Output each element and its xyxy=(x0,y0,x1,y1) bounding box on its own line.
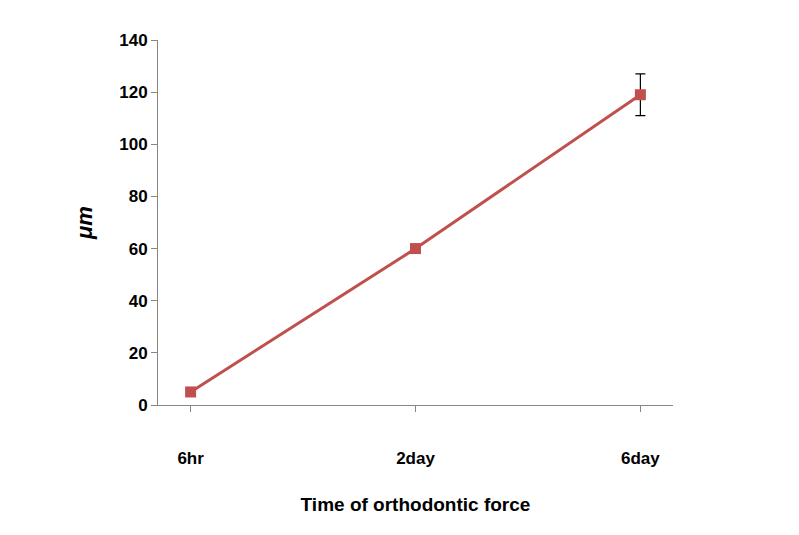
svg-text:80: 80 xyxy=(129,187,148,206)
svg-text:μm: μm xyxy=(72,206,97,240)
svg-text:140: 140 xyxy=(119,31,147,50)
svg-text:60: 60 xyxy=(129,240,148,259)
svg-text:40: 40 xyxy=(129,292,148,311)
svg-text:Time of orthodontic force: Time of orthodontic force xyxy=(301,494,531,515)
svg-text:120: 120 xyxy=(119,83,147,102)
svg-text:0: 0 xyxy=(138,396,147,415)
svg-text:6day: 6day xyxy=(621,449,660,468)
svg-text:6hr: 6hr xyxy=(177,449,204,468)
svg-text:2day: 2day xyxy=(396,449,435,468)
svg-text:100: 100 xyxy=(119,135,147,154)
svg-text:20: 20 xyxy=(129,344,148,363)
